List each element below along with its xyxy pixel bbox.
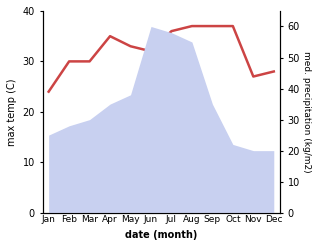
Y-axis label: med. precipitation (kg/m2): med. precipitation (kg/m2) bbox=[302, 51, 311, 173]
Y-axis label: max temp (C): max temp (C) bbox=[7, 78, 17, 145]
X-axis label: date (month): date (month) bbox=[125, 230, 197, 240]
